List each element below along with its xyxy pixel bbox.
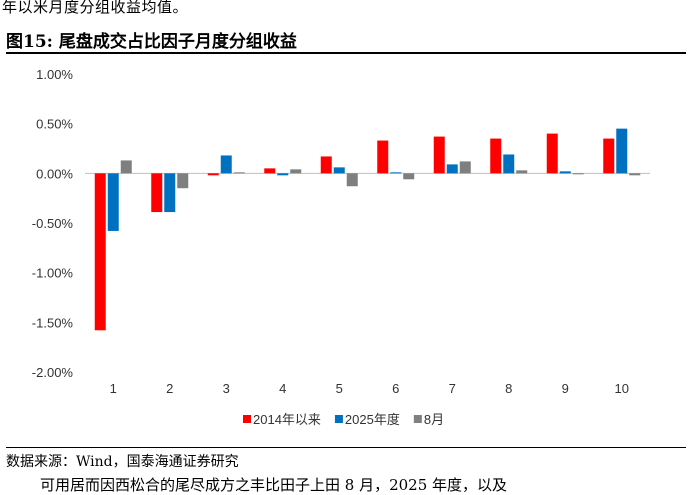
bar (333, 167, 345, 174)
y-tick-label: -0.50% (32, 216, 74, 231)
x-tick-label: 7 (449, 381, 456, 396)
x-tick-label: 4 (279, 381, 286, 396)
y-tick-label: -1.00% (32, 266, 74, 281)
y-tick-label: 0.50% (36, 117, 73, 132)
bar (629, 173, 641, 176)
bar (603, 138, 615, 174)
bar (559, 171, 571, 174)
x-tick-label: 6 (392, 381, 399, 396)
bar-chart: 1.00% 0.50% 0.00% -0.50% -1.00% -1.50% -2.00% 1… (32, 67, 650, 427)
bar (177, 173, 189, 189)
x-tick-label: 9 (562, 381, 569, 396)
bar (433, 136, 445, 174)
bar (346, 173, 358, 187)
continuation-text: 可用居而因西松合的尾尽成方之丰比田子上田 8 月，2025 年度，以及 (40, 476, 508, 494)
bar (516, 170, 528, 174)
bar (572, 173, 584, 175)
legend-label: 2014年以来 (253, 412, 321, 427)
y-tick-label: 1.00% (36, 67, 73, 82)
y-tick-label: 0.00% (36, 166, 73, 181)
bar (94, 173, 106, 331)
x-tick-label: 8 (505, 381, 512, 396)
bar (546, 133, 558, 174)
legend-label: 2025年度 (345, 412, 400, 427)
intro-text: 年以米月度分组收益均值。 (2, 0, 189, 16)
x-tick-label: 10 (615, 381, 629, 396)
bar (320, 156, 332, 174)
title-rule (6, 52, 686, 54)
bar (490, 138, 502, 174)
x-tick-label: 1 (110, 381, 117, 396)
x-tick-label: 3 (223, 381, 230, 396)
bar (207, 173, 219, 176)
bar (220, 155, 232, 174)
bar (151, 173, 163, 213)
legend-swatch (334, 415, 343, 423)
bar (233, 172, 245, 174)
legend-swatch (243, 415, 251, 423)
source-note: 数据来源：Wind，国泰海通证券研究 (6, 454, 239, 470)
bar (503, 154, 515, 174)
bar (290, 169, 302, 174)
legend-swatch (413, 415, 422, 423)
figure-title: 图15: 尾盘成交占比因子月度分组收益 (6, 32, 297, 52)
x-tick-label: 2 (166, 381, 173, 396)
x-tick-label: 5 (336, 381, 343, 396)
bar (277, 173, 289, 176)
bar (390, 172, 402, 174)
y-tick-label: -1.50% (32, 315, 74, 330)
bar (164, 173, 176, 213)
legend-label: 8月 (424, 412, 444, 427)
bar (120, 160, 132, 174)
bar (459, 161, 471, 174)
bar (377, 140, 389, 174)
bar (446, 164, 458, 174)
bar (403, 173, 415, 180)
bar (107, 173, 119, 231)
bar (264, 168, 276, 174)
source-rule (6, 447, 686, 448)
bar (616, 128, 628, 174)
y-tick-label: -2.00% (32, 365, 74, 380)
